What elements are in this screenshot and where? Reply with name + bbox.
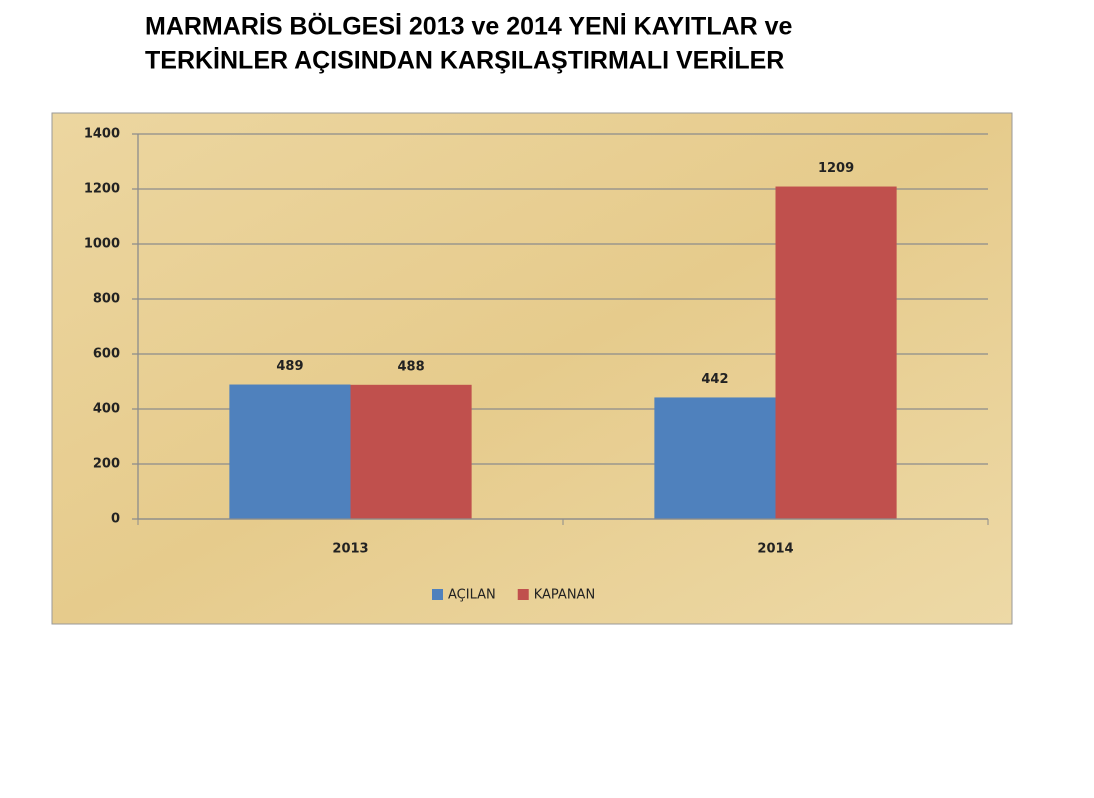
bar (350, 384, 472, 519)
y-tick-label: 1400 (84, 127, 120, 142)
legend-label: KAPANAN (534, 588, 595, 603)
y-tick-label: 200 (93, 457, 120, 472)
bar (775, 186, 897, 519)
y-tick-label: 1000 (84, 237, 120, 252)
value-label: 442 (701, 372, 728, 387)
chart-title: MARMARİS BÖLGESİ 2013 ve 2014 YENİ KAYIT… (145, 12, 793, 41)
legend-swatch (432, 589, 443, 600)
x-tick-label: 2014 (757, 542, 793, 557)
value-label: 489 (276, 359, 303, 374)
y-tick-label: 0 (111, 512, 120, 527)
bar (654, 397, 776, 519)
y-tick-label: 600 (93, 347, 120, 362)
y-tick-label: 1200 (84, 182, 120, 197)
x-tick-label: 2013 (332, 542, 368, 557)
value-label: 1209 (818, 161, 854, 176)
chart-title: TERKİNLER AÇISINDAN KARŞILAŞTIRMALI VERİ… (145, 47, 784, 75)
legend-label: AÇILAN (448, 588, 496, 603)
value-label: 488 (397, 359, 424, 374)
bar (229, 384, 351, 519)
y-tick-label: 800 (93, 292, 120, 307)
y-tick-label: 400 (93, 402, 120, 417)
legend-swatch (517, 589, 529, 600)
